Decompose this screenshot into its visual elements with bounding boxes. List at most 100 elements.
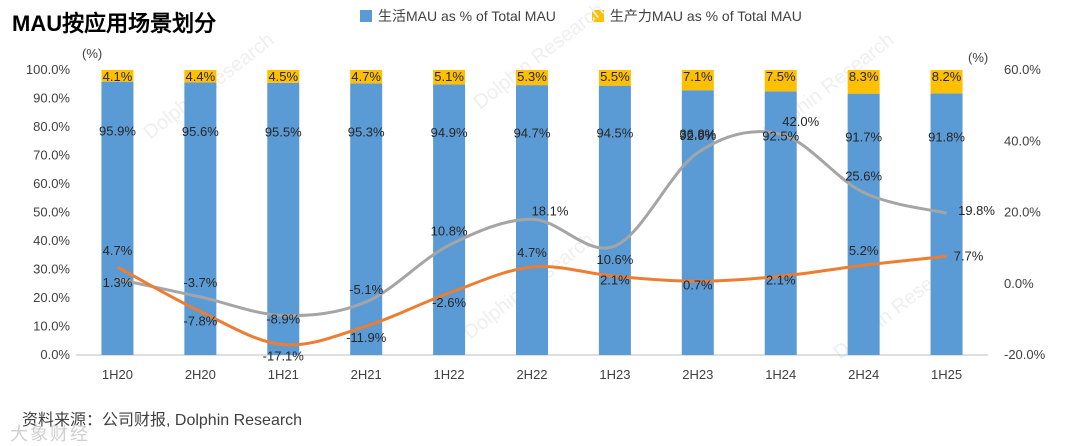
y-left-tick-label: 70.0% bbox=[33, 148, 70, 163]
bar-life bbox=[681, 90, 714, 356]
y-right-tick-label: 0.0% bbox=[1004, 276, 1034, 291]
bar-life bbox=[930, 93, 963, 356]
y-left-tick-label: 40.0% bbox=[33, 233, 70, 248]
data-label-orange-line: 4.7% bbox=[103, 243, 133, 258]
bar-productivity bbox=[598, 70, 631, 86]
data-label-orange-line: -17.1% bbox=[263, 349, 305, 364]
data-label-productivity: 7.5% bbox=[766, 69, 796, 84]
x-tick-label: 2H20 bbox=[185, 367, 216, 382]
data-label-gray-line: 1.3% bbox=[103, 275, 133, 290]
y-left-tick-label: 100.0% bbox=[26, 62, 71, 77]
data-label-productivity: 5.3% bbox=[517, 69, 547, 84]
data-label-productivity: 5.1% bbox=[434, 69, 464, 84]
data-label-orange-line: 2.1% bbox=[766, 272, 796, 287]
data-label-orange-line: -2.6% bbox=[432, 295, 466, 310]
legend: 生活MAU as % of Total MAU 生产力MAU as % of T… bbox=[360, 6, 802, 26]
data-label-life: 91.8% bbox=[928, 130, 965, 145]
data-label-gray-line: -8.9% bbox=[266, 311, 300, 326]
data-label-life: 95.5% bbox=[265, 124, 302, 139]
data-label-gray-line: 19.8% bbox=[958, 203, 995, 218]
bar-life bbox=[267, 82, 300, 355]
bar-productivity bbox=[350, 70, 383, 84]
bar-productivity bbox=[930, 70, 963, 94]
legend-item-life: 生活MAU as % of Total MAU bbox=[360, 6, 556, 26]
x-tick-label: 1H25 bbox=[931, 367, 962, 382]
y-left-tick-label: 10.0% bbox=[33, 319, 70, 334]
y-right-tick-label: 40.0% bbox=[1004, 133, 1041, 148]
data-label-productivity: 4.7% bbox=[351, 69, 381, 84]
data-label-life: 94.5% bbox=[596, 126, 633, 141]
data-label-life: 94.7% bbox=[514, 125, 551, 140]
x-tick-label: 2H22 bbox=[516, 367, 547, 382]
y-right-tick-label: 60.0% bbox=[1004, 62, 1041, 77]
data-label-life: 95.6% bbox=[182, 124, 219, 139]
data-label-life: 92.5% bbox=[762, 129, 799, 144]
data-label-orange-line: 0.7% bbox=[683, 277, 713, 292]
y-left-tick-label: 30.0% bbox=[33, 262, 70, 277]
data-label-gray-line: 42.0% bbox=[782, 114, 819, 129]
x-tick-label: 2H23 bbox=[682, 367, 713, 382]
bar-productivity bbox=[847, 70, 880, 94]
y-left-unit: (%) bbox=[82, 46, 102, 61]
bar-productivity bbox=[433, 70, 466, 85]
x-tick-label: 1H22 bbox=[434, 367, 465, 382]
labels-layer: 95.9% 4.1% 95.6% 4.4% 95.5% 4.5% 95.3% 4.7% 94.9… bbox=[99, 69, 995, 364]
x-tick-label: 1H20 bbox=[102, 367, 133, 382]
bar-productivity bbox=[267, 70, 300, 83]
bar-productivity bbox=[681, 70, 714, 91]
legend-label-productivity: 生产力MAU as % of Total MAU bbox=[609, 8, 802, 24]
data-label-gray-line: 10.8% bbox=[431, 223, 468, 238]
y-left-tick-label: 60.0% bbox=[33, 176, 70, 191]
data-label-life: 95.3% bbox=[348, 125, 385, 140]
x-tick-label: 2H21 bbox=[351, 367, 382, 382]
data-label-gray-line: 25.6% bbox=[845, 169, 882, 184]
line-series-gray bbox=[117, 130, 947, 318]
data-label-gray-line: -5.1% bbox=[349, 282, 383, 297]
legend-swatch-life bbox=[360, 10, 372, 22]
lines-layer bbox=[116, 130, 947, 347]
data-label-productivity: 8.2% bbox=[932, 69, 962, 84]
data-label-productivity: 4.1% bbox=[103, 69, 133, 84]
data-label-orange-line: 2.1% bbox=[600, 272, 630, 287]
data-label-productivity: 7.1% bbox=[683, 69, 713, 84]
data-label-productivity: 4.4% bbox=[186, 69, 216, 84]
data-label-life: 94.9% bbox=[431, 125, 468, 140]
data-label-life: 92.9% bbox=[679, 128, 716, 143]
bar-life bbox=[433, 84, 466, 355]
y-left-tick-label: 90.0% bbox=[33, 91, 70, 106]
data-label-productivity: 5.5% bbox=[600, 69, 630, 84]
bar-life bbox=[598, 85, 631, 356]
watermark-layer: Dolphin Research Dolphin Research Dolphin … bbox=[140, 0, 969, 364]
y-right-unit: (%) bbox=[968, 50, 988, 65]
bar-life bbox=[350, 83, 383, 356]
bar-life bbox=[101, 81, 134, 355]
y-left-tick-label: 80.0% bbox=[33, 119, 70, 134]
bar-life bbox=[847, 93, 880, 355]
x-tick-label: 1H24 bbox=[765, 367, 796, 382]
data-label-orange-line: 5.2% bbox=[849, 243, 879, 258]
data-label-gray-line: 36.8% bbox=[679, 127, 716, 142]
source-note: 资料来源：公司财报, Dolphin Research bbox=[22, 412, 303, 429]
bar-life bbox=[184, 82, 217, 355]
data-label-orange-line: -11.9% bbox=[346, 330, 387, 345]
x-tick-label: 1H23 bbox=[599, 367, 630, 382]
bars-layer bbox=[101, 70, 963, 356]
legend-label-life: 生活MAU as % of Total MAU bbox=[378, 8, 556, 24]
data-label-orange-line: -7.8% bbox=[183, 314, 217, 329]
data-label-productivity: 4.5% bbox=[268, 69, 298, 84]
line-series-orange bbox=[116, 254, 947, 347]
x-tick-label: 2H24 bbox=[848, 367, 879, 382]
y-left-tick-label: 50.0% bbox=[33, 205, 70, 220]
bar-productivity bbox=[101, 70, 134, 82]
bar-productivity bbox=[516, 70, 548, 86]
data-label-gray-line: 18.1% bbox=[532, 203, 569, 218]
axes-layer: 0.0% 10.0% 20.0% 30.0% 40.0% 50.0% 60.0% 70.0% 8… bbox=[26, 46, 1046, 382]
data-label-gray-line: 10.6% bbox=[596, 252, 633, 267]
bar-productivity bbox=[184, 70, 217, 83]
y-right-tick-label: 20.0% bbox=[1004, 205, 1041, 220]
legend-swatch-productivity bbox=[591, 10, 604, 22]
legend-item-productivity: 生产力MAU as % of Total MAU bbox=[591, 6, 802, 26]
footer-watermark: 大象财经 bbox=[10, 424, 90, 444]
data-label-life: 91.7% bbox=[845, 130, 882, 145]
